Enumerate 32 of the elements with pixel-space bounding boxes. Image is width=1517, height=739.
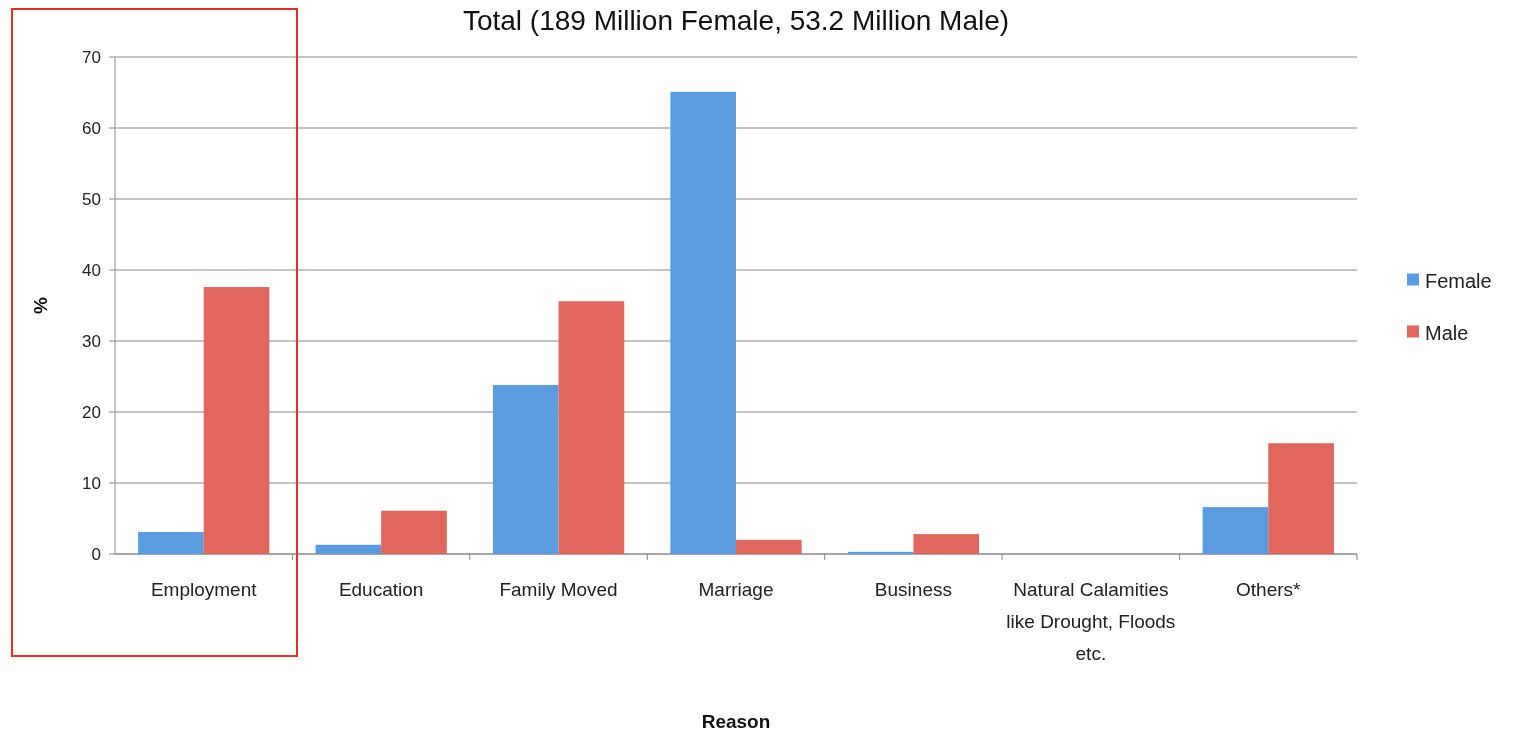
y-tick-label: 20 [82,402,101,422]
legend-label: Female [1425,269,1492,292]
x-tick-label: Others* [1236,579,1302,600]
y-tick-label: 10 [82,473,101,493]
y-tick-label: 70 [82,47,101,67]
bar [913,534,980,554]
x-axis-title: Reason [701,711,771,732]
x-tick-label: Education [338,579,424,600]
y-tick-label: 50 [82,189,101,209]
y-axis-title: % [30,296,51,314]
bar [315,544,382,554]
y-tick-label: 30 [82,331,101,351]
y-tick-label: 40 [82,260,101,280]
x-tick-label: Family Moved [499,579,618,600]
chart-title: Total (189 Million Female, 53.2 Million Male) [462,5,1010,36]
bar [138,531,204,554]
x-tick-label: Employment [150,579,258,600]
bar [670,91,736,554]
x-tick-label: Business [874,579,952,600]
y-tick-label: 0 [91,544,101,564]
bar [558,301,625,554]
bar [492,385,559,554]
x-tick-label: Natural Calamities like Drought, Floods etc. [1006,579,1176,664]
bar [1202,507,1269,554]
bar [847,551,914,554]
bar [381,510,447,554]
bar [203,287,270,554]
bar [1268,443,1334,554]
y-tick-label: 60 [82,118,101,138]
bar [736,539,802,554]
x-tick-label: Marriage [698,579,774,600]
legend-label: Male [1425,321,1469,344]
